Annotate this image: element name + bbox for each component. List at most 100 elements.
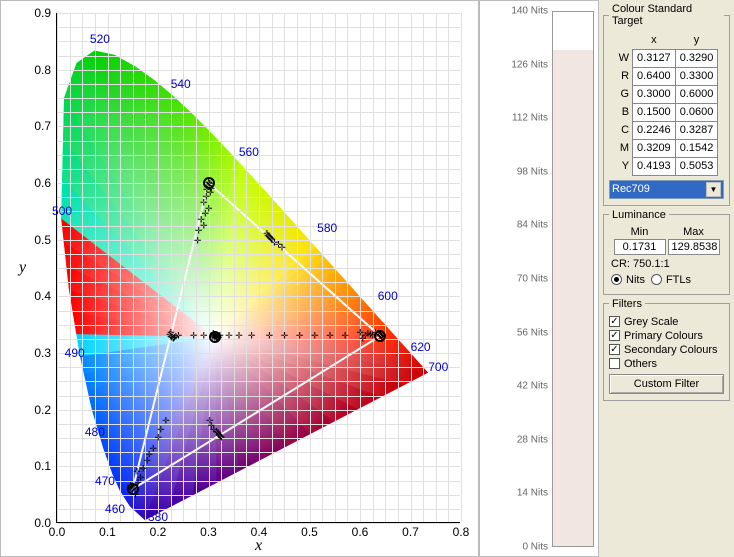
target-y: 0.3287	[675, 121, 718, 139]
wavelength-label: 500	[52, 204, 72, 218]
target-col-x: x	[633, 31, 676, 49]
luminance-group: Luminance Min Max 0.1731 129.8538 CR: 75…	[603, 209, 730, 295]
x-tick: 0.4	[251, 525, 268, 539]
nits-tick: 42 Nits	[517, 381, 548, 392]
data-point	[171, 334, 178, 341]
unit-ftls-radio[interactable]: FTLs	[651, 274, 691, 286]
wavelength-label: 480	[85, 425, 105, 439]
nits-tick: 0 Nits	[522, 542, 548, 553]
nits-tick: 28 Nits	[517, 434, 548, 445]
target-row: G 0.3000 0.6000	[615, 85, 718, 103]
filter-others[interactable]: Others	[609, 358, 724, 370]
nits-bar-fill	[553, 12, 593, 50]
y-tick: 0.6	[29, 176, 51, 190]
target-row: Y 0.4193 0.5053	[615, 157, 718, 175]
data-point	[216, 333, 223, 340]
y-tick: 0.4	[29, 289, 51, 303]
data-point	[190, 333, 197, 340]
data-point	[311, 333, 318, 340]
filters-legend: Filters	[609, 298, 645, 310]
contrast-ratio: CR: 750.1:1	[611, 258, 724, 270]
data-point	[296, 333, 303, 340]
checkbox-icon	[609, 358, 620, 369]
x-tick: 0.6	[352, 525, 369, 539]
target-row-label: C	[615, 121, 633, 139]
target-table: x y W 0.3127 0.3290R 0.6400 0.3300G 0.30…	[615, 31, 719, 176]
wavelength-label: 520	[90, 32, 110, 46]
data-point	[266, 333, 273, 340]
x-axis-label: x	[255, 537, 262, 555]
target-x: 0.3127	[633, 49, 676, 67]
filter-secondary-colours[interactable]: ✓ Secondary Colours	[609, 344, 724, 356]
y-tick: 0.7	[29, 119, 51, 133]
wavelength-label: 540	[171, 77, 191, 91]
colour-standard-target-group: Colour Standard Target x y W 0.3127 0.32…	[603, 3, 730, 206]
nits-tick: 70 Nits	[517, 274, 548, 285]
target-row: R 0.6400 0.3300	[615, 67, 718, 85]
target-row: C 0.2246 0.3287	[615, 121, 718, 139]
checkbox-icon: ✓	[609, 330, 620, 341]
data-point	[281, 333, 288, 340]
data-point	[248, 333, 255, 340]
target-x: 0.6400	[633, 67, 676, 85]
wavelength-label: 580	[317, 221, 337, 235]
wavelength-label: 620	[411, 340, 431, 354]
target-x: 0.3209	[633, 139, 676, 157]
wavelength-label: 380	[148, 510, 168, 524]
filter-primary-colours[interactable]: ✓ Primary Colours	[609, 330, 724, 342]
target-col-y: y	[675, 31, 718, 49]
x-tick: 0.0	[49, 525, 66, 539]
data-point	[206, 418, 213, 425]
target-row: M 0.3209 0.1542	[615, 139, 718, 157]
x-tick: 0.3	[200, 525, 217, 539]
colour-standard-select[interactable]: Rec709 ▼	[609, 180, 724, 199]
data-point	[195, 228, 202, 235]
data-point	[326, 333, 333, 340]
data-point	[139, 466, 146, 473]
target-x: 0.2246	[633, 121, 676, 139]
x-tick: 0.2	[150, 525, 167, 539]
wavelength-label: 600	[378, 289, 398, 303]
radio-icon	[651, 274, 662, 285]
wavelength-label: 700	[428, 360, 448, 374]
checkbox-icon: ✓	[609, 344, 620, 355]
x-tick: 0.8	[453, 525, 470, 539]
target-row-label: Y	[615, 157, 633, 175]
data-point	[155, 435, 162, 442]
nits-panel: 140 Nits126 Nits112 Nits98 Nits84 Nits70…	[479, 0, 599, 557]
nits-bar	[552, 11, 594, 547]
data-point	[200, 333, 207, 340]
target-x: 0.4193	[633, 157, 676, 175]
target-y: 0.3290	[675, 49, 718, 67]
nits-tick: 56 Nits	[517, 327, 548, 338]
y-tick: 0.8	[29, 63, 51, 77]
radio-icon	[611, 274, 622, 285]
nits-tick: 126 Nits	[511, 59, 548, 70]
data-point	[149, 446, 156, 453]
data-point	[132, 491, 139, 498]
target-y: 0.5053	[675, 157, 718, 175]
lum-min-value: 0.1731	[614, 239, 666, 255]
x-tick: 0.7	[402, 525, 419, 539]
nits-tick: 140 Nits	[511, 6, 548, 17]
lum-max-value: 129.8538	[668, 239, 720, 255]
target-row-label: M	[615, 139, 633, 157]
unit-nits-radio[interactable]: Nits	[611, 274, 645, 286]
cie-chart-panel: x y 0.00.10.20.30.40.50.60.70.80.00.10.2…	[0, 0, 479, 557]
target-row-label: W	[615, 49, 633, 67]
chart-axes: x y 0.00.10.20.30.40.50.60.70.80.00.10.2…	[56, 13, 460, 523]
target-x: 0.1500	[633, 103, 676, 121]
wavelength-label: 460	[105, 502, 125, 516]
target-row-label: R	[615, 67, 633, 85]
y-tick: 0.2	[29, 403, 51, 417]
nits-tick: 98 Nits	[517, 166, 548, 177]
filters-group: Filters ✓ Grey Scale ✓ Primary Colours ✓…	[603, 298, 730, 401]
filter-grey-scale[interactable]: ✓ Grey Scale	[609, 316, 724, 328]
wavelength-label: 470	[95, 474, 115, 488]
target-row-label: B	[615, 103, 633, 121]
data-point	[341, 333, 348, 340]
lum-max-label: Max	[668, 225, 720, 239]
custom-filter-button[interactable]: Custom Filter	[609, 374, 724, 394]
data-point	[275, 242, 282, 249]
data-point	[127, 483, 134, 490]
